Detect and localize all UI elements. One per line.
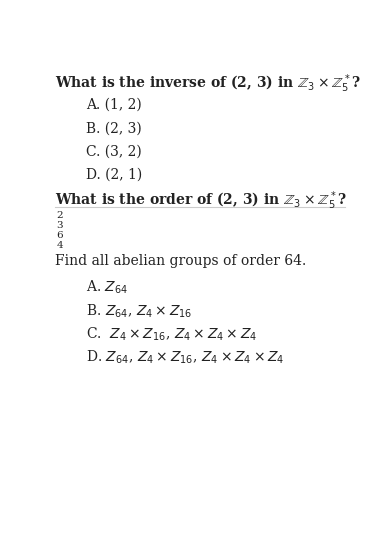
Text: C.  $Z_4 \times Z_{16}$, $Z_4 \times Z_4 \times Z_4$: C. $Z_4 \times Z_{16}$, $Z_4 \times Z_4 … [86,325,257,343]
Text: A. (1, 2): A. (1, 2) [86,98,142,112]
Text: 4: 4 [57,241,63,250]
Text: B. (2, 3): B. (2, 3) [86,121,142,136]
Text: D. (2, 1): D. (2, 1) [86,167,142,182]
Text: What is the inverse of (2, 3) in $\mathbb{Z}_3 \times \mathbb{Z}_5^*$?: What is the inverse of (2, 3) in $\mathb… [55,72,361,94]
Text: 3: 3 [57,221,63,230]
Text: 2: 2 [57,211,63,220]
Text: What is the order of (2, 3) in $\mathbb{Z}_3 \times \mathbb{Z}_5^*$?: What is the order of (2, 3) in $\mathbb{… [55,189,347,211]
Text: C. (3, 2): C. (3, 2) [86,144,142,158]
Text: B. $Z_{64}$, $Z_4 \times Z_{16}$: B. $Z_{64}$, $Z_4 \times Z_{16}$ [86,302,192,320]
Text: Find all abelian groups of order 64.: Find all abelian groups of order 64. [55,254,306,268]
Text: A. $Z_{64}$: A. $Z_{64}$ [86,279,128,296]
Text: 6: 6 [57,230,63,240]
Text: D. $Z_{64}$, $Z_4 \times Z_{16}$, $Z_4 \times Z_4 \times Z_4$: D. $Z_{64}$, $Z_4 \times Z_{16}$, $Z_4 \… [86,349,284,366]
